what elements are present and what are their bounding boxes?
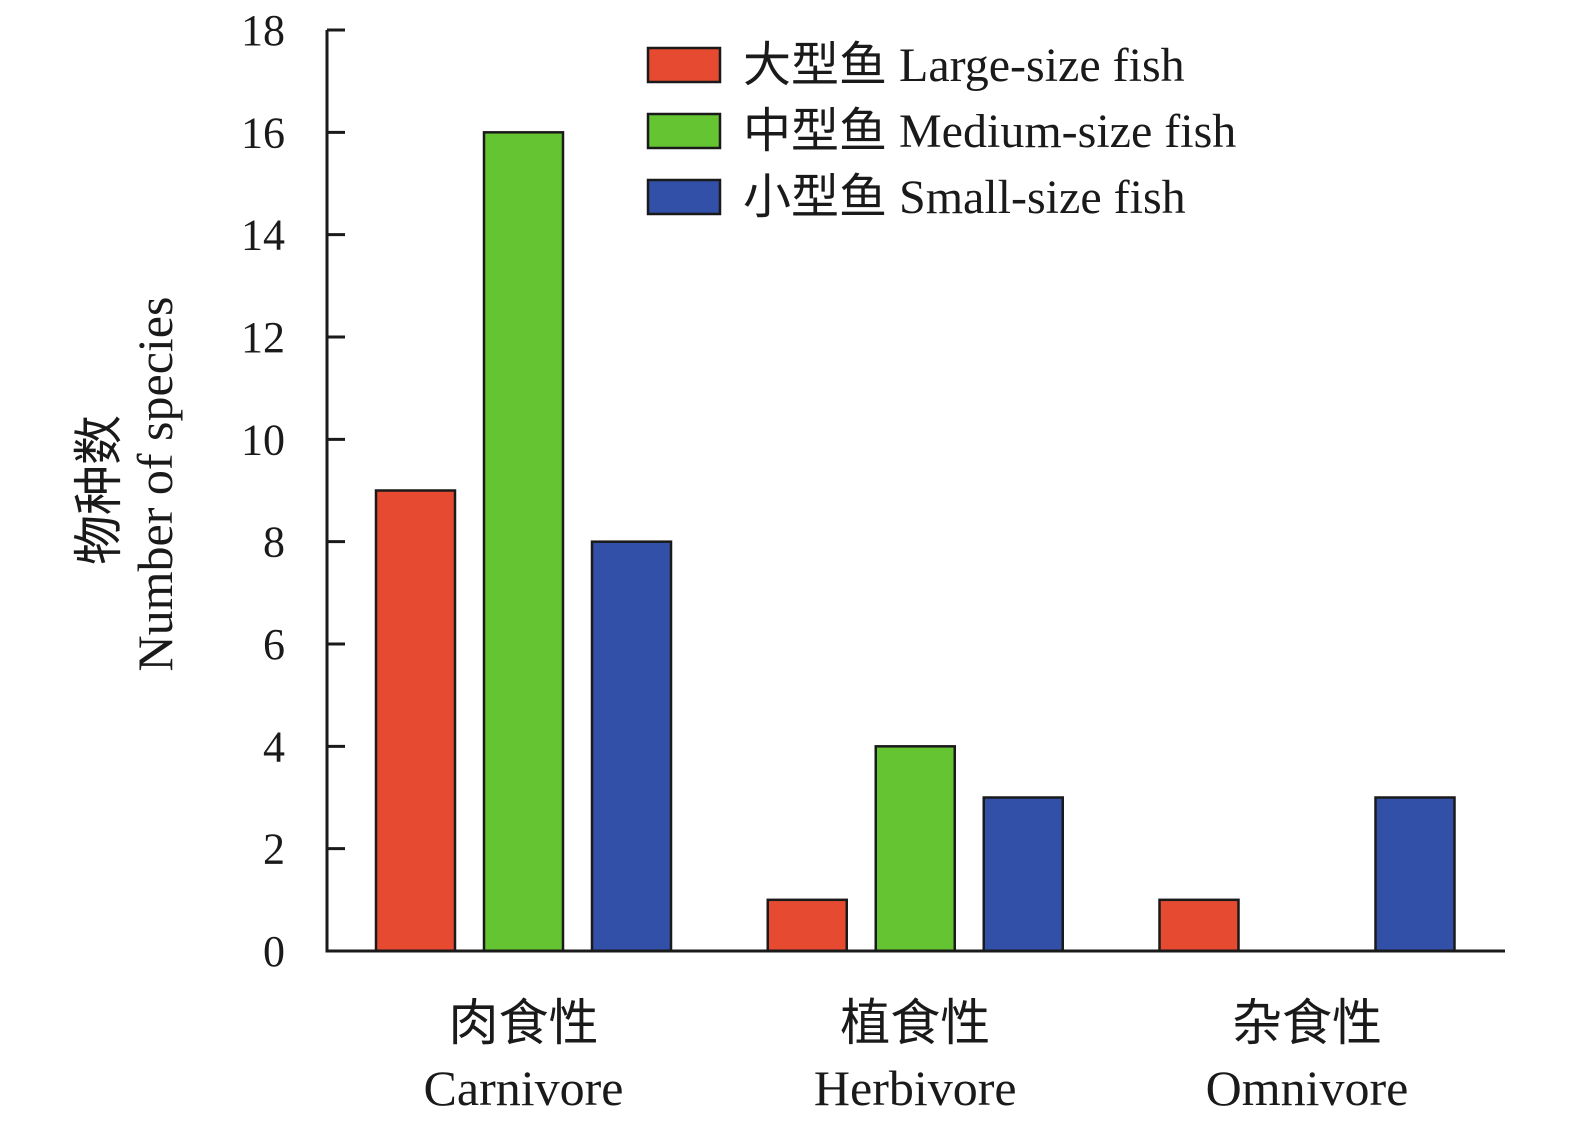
- y-tick-label: 14: [241, 211, 285, 260]
- y-axis-title: 物种数 Number of species: [71, 297, 183, 672]
- bar-omnivore-small-size-fish: [1374, 796, 1456, 953]
- legend-label-small-size-fish: 小型鱼 Small-size fish: [743, 171, 1186, 224]
- legend-label-large-size-fish: 大型鱼 Large-size fish: [743, 39, 1185, 92]
- x-category-label-zh-herbivore: 植食性: [840, 995, 990, 1051]
- x-category-label-en-omnivore: Omnivore: [1206, 1060, 1409, 1116]
- legend-item-medium-size-fish: 中型鱼 Medium-size fish: [646, 105, 1236, 158]
- bar-herbivore-large-size-fish: [766, 898, 848, 953]
- legend-item-small-size-fish: 小型鱼 Small-size fish: [646, 171, 1186, 224]
- y-tick-label: 8: [263, 518, 285, 567]
- y-tick-label: 4: [263, 722, 285, 771]
- bar-carnivore-large-size-fish: [374, 489, 457, 953]
- legend-item-large-size-fish: 大型鱼 Large-size fish: [646, 39, 1185, 92]
- y-tick-label: 2: [263, 825, 285, 874]
- legend-label-medium-size-fish: 中型鱼 Medium-size fish: [743, 105, 1236, 158]
- bar-herbivore-small-size-fish: [982, 796, 1064, 953]
- y-tick-label: 12: [241, 313, 285, 362]
- bar-carnivore-medium-size-fish: [482, 131, 565, 953]
- legend: 大型鱼 Large-size fish 中型鱼 Medium-size fish…: [646, 39, 1236, 224]
- x-category-label-en-herbivore: Herbivore: [814, 1060, 1017, 1116]
- bar-herbivore-medium-size-fish: [874, 745, 956, 953]
- y-axis-label-zh: 物种数: [71, 415, 127, 565]
- x-category-label-en-carnivore: Carnivore: [424, 1060, 624, 1116]
- y-tick-label: 18: [241, 6, 285, 55]
- x-axis-category-labels: 肉食性 Carnivore 植食性 Herbivore 杂食性 Omnivore: [424, 995, 1409, 1116]
- legend-swatch-small-size-fish: [646, 178, 722, 216]
- bar-omnivore-large-size-fish: [1158, 898, 1240, 953]
- y-axis-label-en: Number of species: [127, 297, 183, 672]
- y-tick-label: 16: [241, 108, 285, 157]
- legend-swatch-medium-size-fish: [646, 112, 722, 150]
- x-category-label-zh-omnivore: 杂食性: [1232, 995, 1382, 1051]
- legend-swatch-large-size-fish: [646, 46, 722, 84]
- bars: [374, 131, 1456, 953]
- y-axis-ticks: 0 2 4 6 8 10 12 14 16 18: [241, 6, 345, 976]
- bar-carnivore-small-size-fish: [590, 540, 673, 953]
- x-category-label-zh-carnivore: 肉食性: [449, 995, 599, 1051]
- y-tick-label: 0: [263, 927, 285, 976]
- y-tick-label: 10: [241, 415, 285, 464]
- y-tick-label: 6: [263, 620, 285, 669]
